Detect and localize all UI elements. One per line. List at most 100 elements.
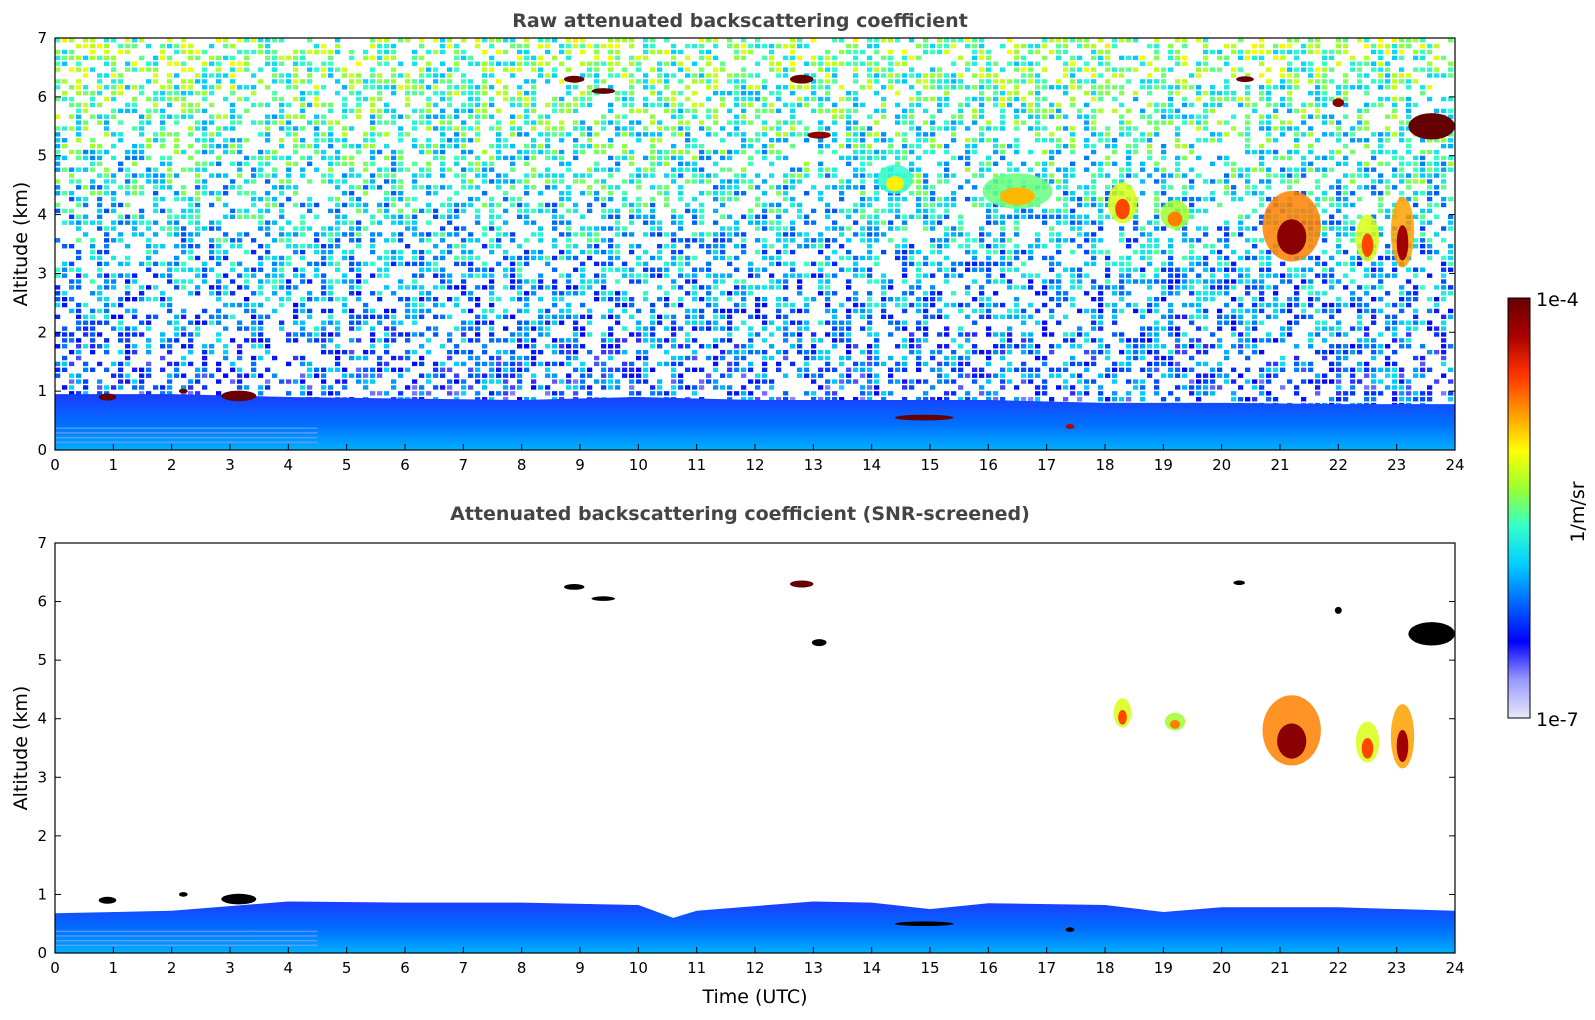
noise-cell [342, 232, 348, 237]
noise-cell [1175, 38, 1181, 43]
noise-cell [279, 143, 285, 149]
noise-cell [251, 214, 257, 219]
noise-cell [636, 173, 642, 178]
noise-cell [1217, 255, 1223, 261]
noise-cell [937, 214, 943, 219]
noise-cell [1336, 138, 1342, 143]
noise-cell [83, 126, 89, 131]
noise-cell [139, 67, 145, 72]
noise-cell [979, 202, 985, 208]
noise-cell [202, 149, 208, 155]
noise-cell [125, 220, 131, 225]
noise-cell [503, 85, 509, 90]
noise-cell [1168, 96, 1174, 102]
noise-cell [846, 138, 852, 143]
noise-cell [328, 61, 334, 66]
noise-cell [419, 38, 425, 43]
noise-cell [972, 38, 978, 43]
noise-cell [699, 173, 705, 178]
noise-cell [720, 191, 726, 196]
noise-cell [1322, 79, 1328, 84]
noise-cell [244, 232, 250, 237]
noise-cell [83, 220, 89, 225]
noise-cell [1056, 114, 1062, 119]
noise-cell [881, 149, 887, 155]
noise-cell [153, 202, 159, 208]
noise-cell [1427, 96, 1433, 102]
noise-cell [874, 108, 880, 114]
noise-cell [265, 191, 271, 196]
noise-cell [1427, 179, 1433, 184]
noise-cell [776, 108, 782, 114]
noise-cell [888, 138, 894, 143]
noise-cell [1350, 126, 1356, 131]
noise-cell [1238, 96, 1244, 102]
noise-cell [55, 291, 61, 296]
noise-cell [671, 90, 677, 96]
noise-cell [545, 179, 551, 184]
noise-cell [461, 143, 467, 149]
noise-cell [741, 55, 747, 61]
noise-cell [1392, 167, 1398, 172]
noise-cell [594, 279, 600, 284]
noise-cell [412, 196, 418, 202]
noise-cell [76, 167, 82, 172]
noise-cell [454, 202, 460, 208]
noise-cell [1063, 214, 1069, 219]
noise-cell [363, 79, 369, 84]
noise-cell [328, 261, 334, 267]
noise-cell [986, 167, 992, 172]
noise-cell [300, 102, 306, 108]
noise-cell [930, 73, 936, 78]
noise-cell [1294, 167, 1300, 172]
noise-cell [405, 90, 411, 96]
noise-cell [622, 132, 628, 137]
noise-cell [216, 155, 222, 161]
noise-cell [1224, 232, 1230, 237]
noise-cell [1287, 49, 1293, 55]
noise-cell [104, 132, 110, 137]
noise-cell [363, 138, 369, 143]
noise-cell [181, 114, 187, 119]
noise-cell [741, 279, 747, 284]
noise-cell [328, 161, 334, 167]
noise-cell [951, 232, 957, 237]
noise-cell [601, 279, 607, 284]
noise-cell [538, 149, 544, 155]
noise-cell [734, 244, 740, 249]
noise-cell [181, 232, 187, 237]
noise-cell [174, 114, 180, 119]
noise-cell [153, 191, 159, 196]
noise-cell [230, 55, 236, 61]
noise-cell [629, 149, 635, 155]
noise-cell [818, 108, 824, 114]
noise-cell [111, 79, 117, 84]
noise-cell [1336, 279, 1342, 284]
noise-cell [762, 249, 768, 255]
noise-cell [678, 161, 684, 167]
noise-cell [979, 285, 985, 290]
noise-cell [1196, 238, 1202, 243]
noise-cell [832, 61, 838, 66]
noise-cell [1098, 202, 1104, 208]
noise-cell [1105, 196, 1111, 202]
noise-cell [489, 73, 495, 78]
noise-cell [1042, 255, 1048, 261]
noise-cell [1147, 90, 1153, 96]
noise-cell [720, 249, 726, 255]
noise-cell [111, 173, 117, 178]
noise-cell [461, 226, 467, 231]
noise-cell [650, 102, 656, 108]
noise-cell [748, 120, 754, 125]
noise-cell [979, 79, 985, 84]
noise-cell [426, 161, 432, 167]
noise-cell [1231, 161, 1237, 167]
noise-cell [300, 90, 306, 96]
noise-cell [279, 126, 285, 131]
noise-cell [545, 61, 551, 66]
noise-cell [328, 244, 334, 249]
noise-cell [1168, 67, 1174, 72]
noise-cell [167, 185, 173, 190]
noise-cell [860, 49, 866, 55]
noise-cell [97, 214, 103, 219]
